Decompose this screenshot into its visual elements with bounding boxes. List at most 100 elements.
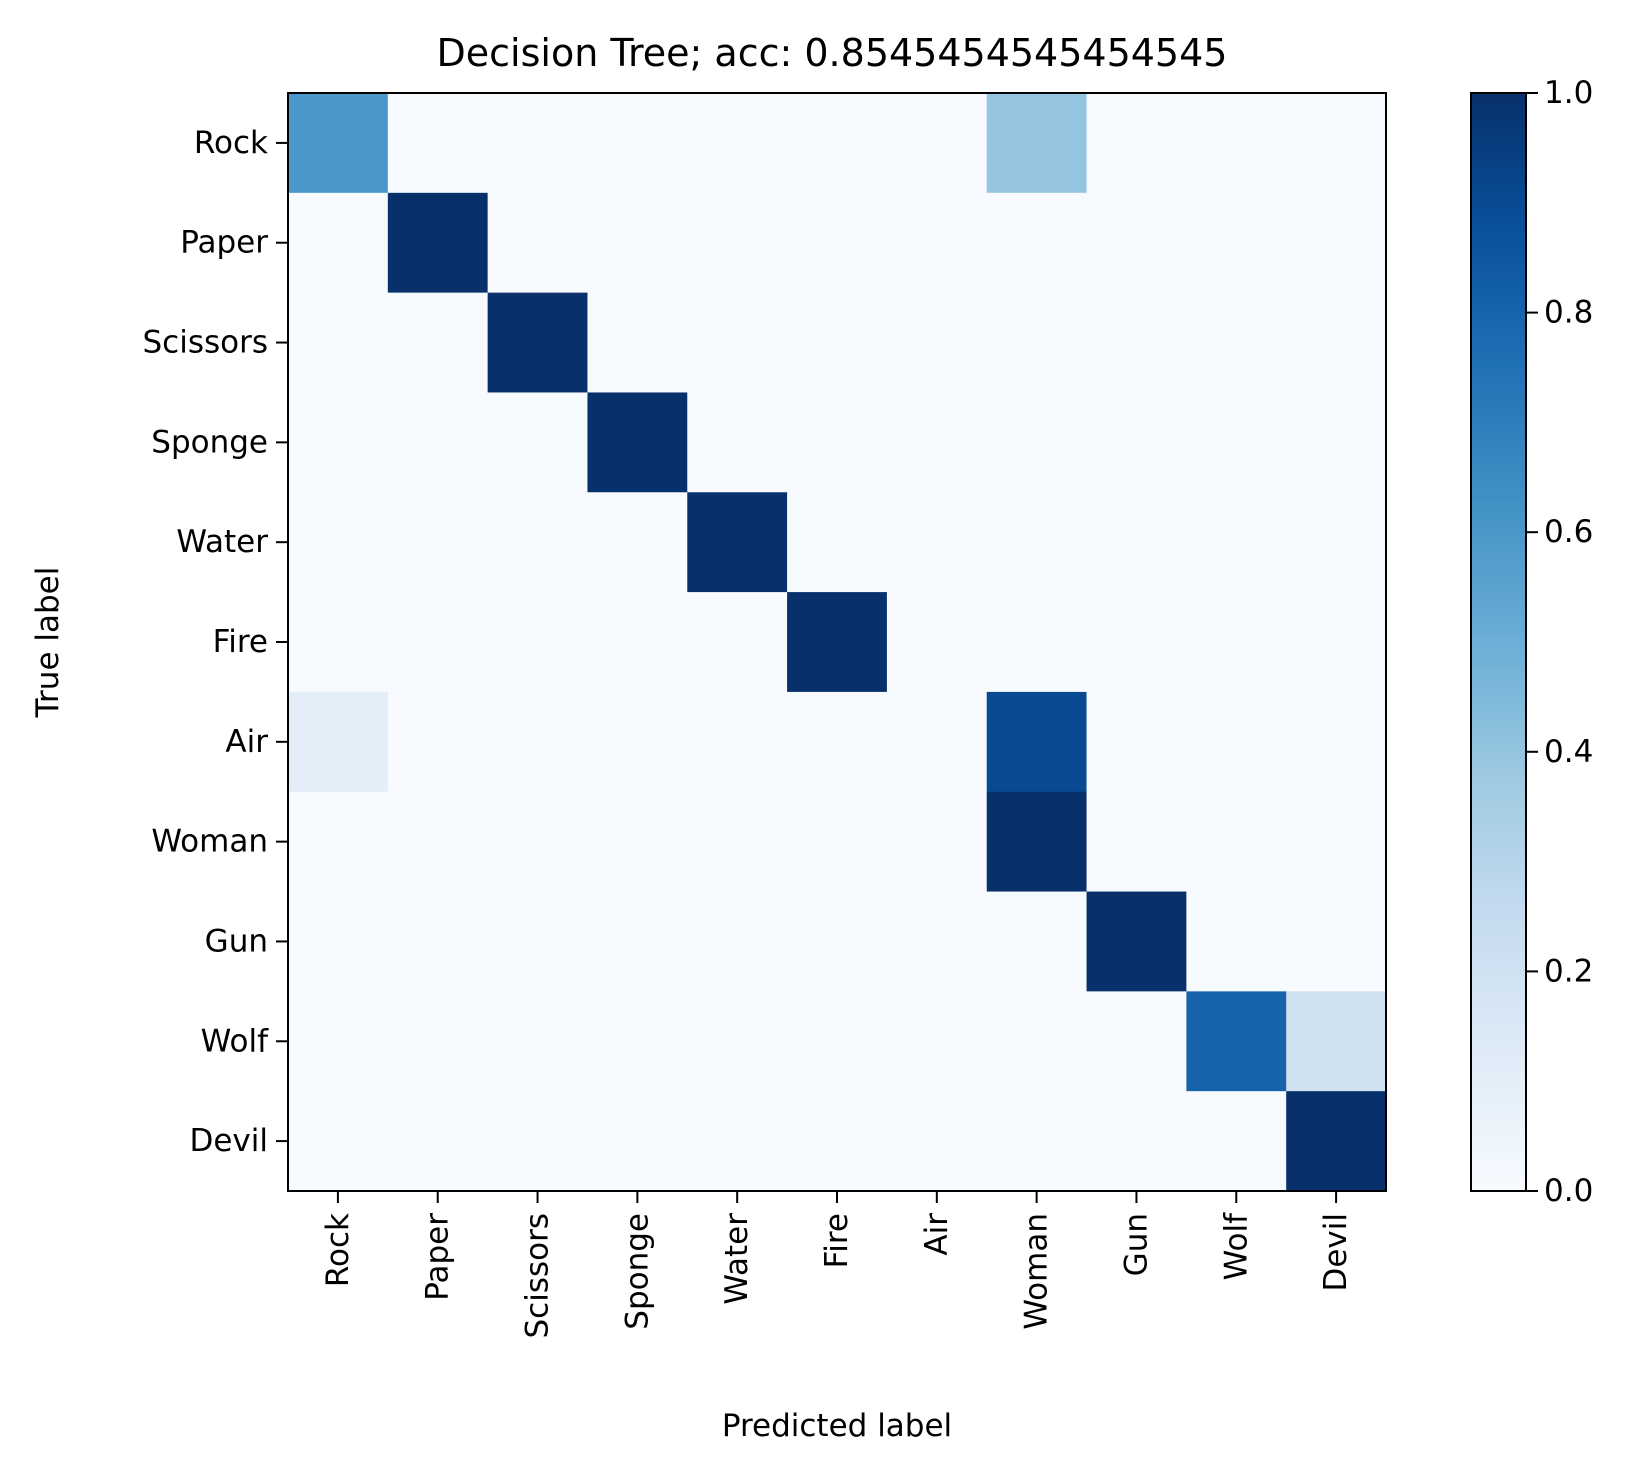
- heatmap-cell: [487, 292, 589, 394]
- heatmap-cell: [288, 891, 389, 992]
- heatmap-cell: [886, 292, 988, 394]
- x-tick-label: Paper: [420, 1213, 456, 1301]
- heatmap-cell: [1086, 392, 1187, 493]
- heatmap-cell: [387, 93, 489, 194]
- chart-title: Decision Tree; acc: 0.8545454545454545: [437, 31, 1228, 75]
- heatmap-cell: [787, 891, 888, 992]
- x-tick-label: Water: [719, 1213, 755, 1305]
- heatmap-cell: [587, 93, 688, 194]
- heatmap-cell: [886, 1091, 988, 1192]
- heatmap-cell: [687, 192, 788, 294]
- heatmap-cell: [687, 691, 788, 793]
- heatmap-cell: [1286, 392, 1387, 493]
- heatmap-cell: [487, 93, 589, 194]
- heatmap-cell: [1186, 292, 1287, 394]
- heatmap-cell: [487, 492, 589, 593]
- heatmap-cell: [387, 192, 489, 294]
- x-tick-label: Scissors: [520, 1213, 556, 1339]
- x-tick-label: Air: [919, 1213, 955, 1256]
- heatmap-cell: [787, 1091, 888, 1192]
- heatmap-cell: [1186, 891, 1287, 992]
- heatmap-cell: [986, 991, 1088, 1092]
- heatmap-cell: [886, 392, 988, 493]
- y-tick-label: Sponge: [151, 424, 268, 460]
- heatmap-cell: [1186, 1091, 1287, 1192]
- heatmap-cell: [687, 891, 788, 992]
- heatmap-cell: [587, 791, 688, 893]
- heatmap-cell: [1186, 192, 1287, 294]
- heatmap-cell: [1186, 492, 1287, 593]
- y-tick-label: Air: [225, 724, 268, 760]
- heatmap-cell: [288, 292, 389, 394]
- heatmap-cell: [886, 93, 988, 194]
- heatmap-cell: [787, 691, 888, 793]
- x-axis-label: Predicted label: [722, 1408, 952, 1444]
- heatmap-cell: [1186, 592, 1287, 693]
- heatmap-cell: [986, 891, 1088, 992]
- heatmap-cell: [288, 492, 389, 593]
- x-tick-label: Woman: [1019, 1213, 1055, 1330]
- x-tick-label: Devil: [1318, 1213, 1354, 1292]
- heatmap-cell: [288, 392, 389, 493]
- heatmap-cell: [387, 392, 489, 493]
- y-axis-ticks: Rock Paper Scissors Sponge Water Fire Air Woman…: [143, 125, 288, 1159]
- heatmap-cell: [587, 592, 688, 693]
- heatmap-cell: [986, 1091, 1088, 1192]
- heatmap-cell: [687, 791, 788, 893]
- colorbar: [1470, 92, 1527, 1192]
- heatmap-cell: [288, 93, 389, 194]
- heatmap-cell: [1286, 93, 1387, 194]
- heatmap-cell: [687, 93, 788, 194]
- colorbar-tick-label: 0.6: [1544, 514, 1593, 550]
- heatmap-cell: [288, 991, 389, 1092]
- heatmap-cell: [487, 192, 589, 294]
- heatmap-cell: [587, 492, 688, 593]
- x-tick-label: Wolf: [1218, 1212, 1254, 1280]
- heatmap-cell: [288, 1091, 389, 1192]
- heatmap-cell: [787, 592, 888, 693]
- y-tick-label: Rock: [194, 125, 268, 161]
- heatmap-cell: [1286, 1091, 1387, 1192]
- heatmap-cell: [587, 392, 688, 493]
- colorbar-ticks: 0.0 0.2 0.4 0.6 0.8 1.0: [1526, 75, 1593, 1209]
- heatmap-cell: [387, 492, 489, 593]
- heatmap-cell: [387, 1091, 489, 1192]
- heatmap-cell: [587, 292, 688, 394]
- heatmap-cell: [687, 292, 788, 394]
- heatmap-cell: [1086, 791, 1187, 893]
- heatmap-cell: [387, 991, 489, 1092]
- heatmap-cell: [587, 192, 688, 294]
- colorbar-tick-label: 0.8: [1544, 295, 1593, 331]
- heatmap-cell: [587, 1091, 688, 1192]
- heatmap-cell: [487, 1091, 589, 1192]
- heatmap-cell: [1086, 93, 1187, 194]
- heatmap-cell: [387, 791, 489, 893]
- heatmap-cell: [1086, 292, 1187, 394]
- heatmap-cell: [886, 492, 988, 593]
- heatmap-cell: [1186, 392, 1287, 493]
- colorbar-tick-label: 0.4: [1544, 734, 1593, 770]
- heatmap-cell: [487, 891, 589, 992]
- y-tick-label: Fire: [213, 624, 268, 660]
- heatmap-cell: [886, 791, 988, 893]
- heatmap-cell: [1086, 891, 1187, 992]
- colorbar-tick-label: 1.0: [1544, 75, 1593, 111]
- heatmap-cell: [787, 791, 888, 893]
- heatmap-cell: [787, 392, 888, 493]
- heatmap-cell: [886, 991, 988, 1092]
- heatmap-cell: [986, 592, 1088, 693]
- heatmap-cell: [1286, 791, 1387, 893]
- y-tick-label: Devil: [189, 1123, 268, 1159]
- heatmap-cell: [1286, 891, 1387, 992]
- heatmap-cell: [687, 1091, 788, 1192]
- x-tick-label: Gun: [1118, 1213, 1154, 1276]
- heatmap-cell: [687, 392, 788, 493]
- heatmap-cell: [1186, 791, 1287, 893]
- heatmap-cell: [886, 891, 988, 992]
- heatmap-cell: [787, 492, 888, 593]
- heatmap-cell: [787, 93, 888, 194]
- heatmap-cell: [687, 991, 788, 1092]
- heatmap-cell: [1086, 1091, 1187, 1192]
- heatmap-cells: [288, 93, 1387, 1192]
- heatmap-cell: [387, 592, 489, 693]
